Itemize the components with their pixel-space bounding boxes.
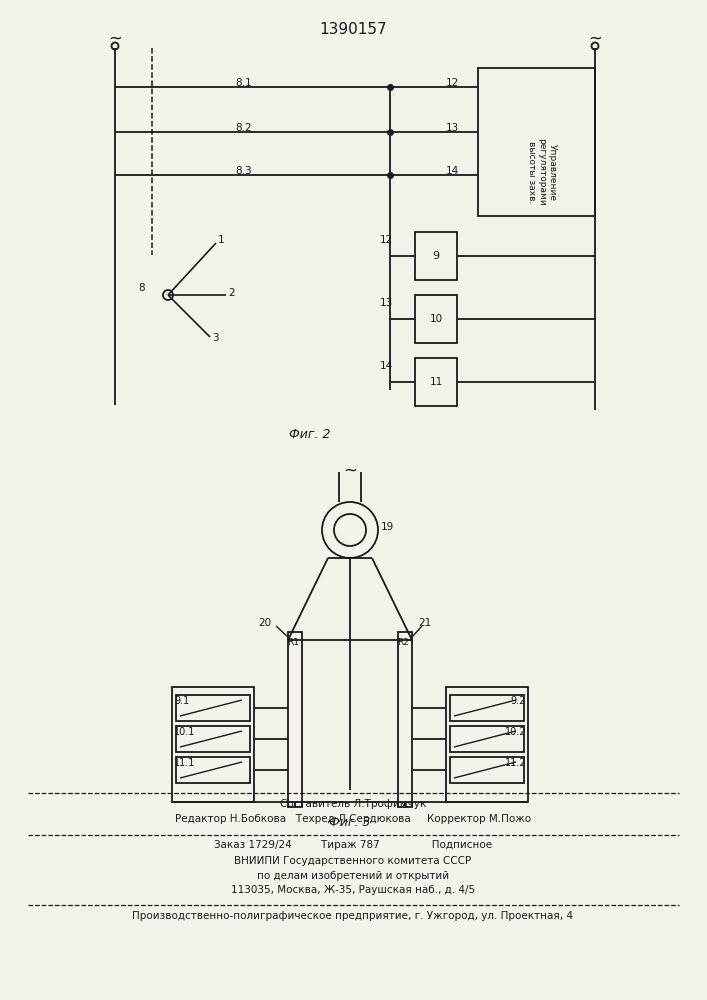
Bar (172, 687, 254, 802)
Bar (176, 695, 250, 721)
Text: Фиг. 2: Фиг. 2 (289, 428, 331, 441)
Bar (446, 687, 528, 802)
Text: ~: ~ (343, 462, 357, 480)
Text: 10.1: 10.1 (174, 727, 195, 737)
Text: 8.3: 8.3 (235, 166, 252, 176)
Text: 1390157: 1390157 (319, 22, 387, 37)
Bar (415, 232, 457, 280)
Text: 14: 14 (380, 361, 393, 371)
Text: 11.2: 11.2 (505, 758, 526, 768)
Bar (415, 358, 457, 406)
Text: R1: R1 (287, 638, 299, 647)
Text: 3: 3 (212, 333, 218, 343)
Text: ~: ~ (588, 30, 602, 48)
Text: Производственно-полиграфическое предприятие, г. Ужгород, ул. Проектная, 4: Производственно-полиграфическое предприя… (132, 911, 573, 921)
Text: ВНИИПИ Государственного комитета СССР: ВНИИПИ Государственного комитета СССР (235, 856, 472, 866)
Text: Управление
регуляторами
высоты захв.: Управление регуляторами высоты захв. (527, 138, 556, 206)
Bar (450, 726, 524, 752)
Bar (288, 632, 302, 807)
Text: 9: 9 (433, 251, 440, 261)
Text: 10.2: 10.2 (505, 727, 526, 737)
Text: 11: 11 (429, 377, 443, 387)
Text: 13: 13 (446, 123, 460, 133)
Bar (415, 295, 457, 343)
Text: R2: R2 (397, 638, 409, 647)
Text: Заказ 1729/24         Тираж 787                Подписное: Заказ 1729/24 Тираж 787 Подписное (214, 840, 492, 850)
Text: 8: 8 (138, 283, 145, 293)
Text: по делам изобретений и открытий: по делам изобретений и открытий (257, 871, 449, 881)
Bar (176, 726, 250, 752)
Text: Составитель Л.Трофимчук: Составитель Л.Трофимчук (280, 799, 426, 809)
Text: 11.1: 11.1 (174, 758, 195, 768)
Text: 2: 2 (228, 288, 235, 298)
Text: Редактор Н.Бобкова   Техред Л.Сердюкова     Корректор М.Пожо: Редактор Н.Бобкова Техред Л.Сердюкова Ко… (175, 814, 531, 824)
Text: 9.2: 9.2 (510, 696, 526, 706)
Text: 8.1: 8.1 (235, 78, 252, 88)
Text: 12: 12 (446, 78, 460, 88)
Bar (176, 757, 250, 783)
Text: 8.2: 8.2 (235, 123, 252, 133)
Text: ~: ~ (108, 30, 122, 48)
Text: 21: 21 (418, 618, 431, 628)
Text: Фиг. 3: Фиг. 3 (329, 816, 370, 829)
Text: 10: 10 (429, 314, 443, 324)
Text: 1: 1 (218, 235, 225, 245)
Bar (450, 757, 524, 783)
Text: 20: 20 (258, 618, 271, 628)
Bar (478, 68, 595, 216)
Text: 9.1: 9.1 (174, 696, 189, 706)
Text: 12: 12 (380, 235, 393, 245)
Bar (450, 695, 524, 721)
Text: 113035, Москва, Ж-35, Раушская наб., д. 4/5: 113035, Москва, Ж-35, Раушская наб., д. … (231, 885, 475, 895)
Text: 19: 19 (381, 522, 395, 532)
Text: 13: 13 (380, 298, 393, 308)
Bar (398, 632, 412, 807)
Text: 14: 14 (446, 166, 460, 176)
